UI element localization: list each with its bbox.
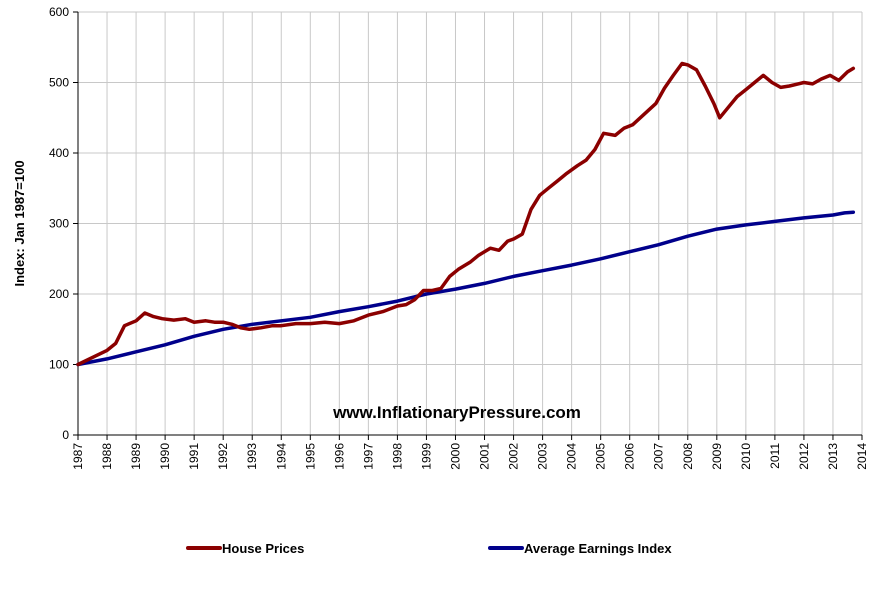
legend-label: House Prices bbox=[222, 541, 304, 556]
x-tick-label: 2001 bbox=[478, 443, 492, 470]
x-axis: 1987 1988 1989 1990 1991 1992 1993 1994 1995 1996… bbox=[71, 435, 869, 470]
x-tick-label: 2010 bbox=[739, 443, 753, 470]
x-tick-label: 2007 bbox=[652, 443, 666, 470]
x-tick-label: 2014 bbox=[855, 443, 869, 470]
x-tick-label: 2003 bbox=[536, 443, 550, 470]
x-tick-label: 1996 bbox=[332, 443, 346, 470]
x-tick-label: 2004 bbox=[565, 443, 579, 470]
y-axis: 0 100 200 300 400 500 600 bbox=[49, 5, 78, 442]
y-tick-label: 200 bbox=[49, 287, 69, 301]
x-tick-label: 1988 bbox=[100, 443, 114, 470]
x-tick-label: 2011 bbox=[768, 443, 782, 469]
x-tick-label: 1989 bbox=[129, 443, 143, 470]
grid bbox=[77, 11, 863, 436]
x-tick-label: 2013 bbox=[826, 443, 840, 470]
x-tick-label: 1991 bbox=[187, 443, 201, 470]
x-tick-label: 1999 bbox=[419, 443, 433, 470]
x-tick-label: 1995 bbox=[303, 443, 317, 470]
x-tick-label: 2009 bbox=[710, 443, 724, 470]
x-tick-label: 1994 bbox=[274, 443, 288, 470]
x-tick-label: 2006 bbox=[623, 443, 637, 470]
x-tick-label: 2008 bbox=[681, 443, 695, 470]
x-tick-label: 2002 bbox=[507, 443, 521, 470]
y-axis-title: Index: Jan 1987=100 bbox=[12, 160, 27, 286]
series-line-average-earnings-index bbox=[76, 210, 856, 367]
legend: House Prices Average Earnings Index bbox=[186, 541, 672, 556]
x-tick-label: 1992 bbox=[216, 443, 230, 470]
x-tick-label: 1997 bbox=[361, 443, 375, 470]
x-tick-label: 1987 bbox=[71, 443, 85, 470]
y-tick-label: 100 bbox=[49, 358, 69, 372]
series-line-house-prices bbox=[76, 61, 856, 367]
y-tick-label: 300 bbox=[49, 217, 69, 231]
legend-label: Average Earnings Index bbox=[524, 541, 672, 556]
x-tick-label: 2012 bbox=[797, 443, 811, 470]
x-tick-label: 2005 bbox=[594, 443, 608, 470]
x-tick-label: 2000 bbox=[448, 443, 462, 470]
x-tick-label: 1993 bbox=[245, 443, 259, 470]
x-tick-label: 1998 bbox=[390, 443, 404, 470]
y-tick-label: 400 bbox=[49, 146, 69, 160]
y-tick-label: 500 bbox=[49, 76, 69, 90]
series-layer bbox=[76, 61, 856, 367]
y-tick-label: 0 bbox=[62, 428, 69, 442]
watermark-annotation: www.InflationaryPressure.com bbox=[332, 403, 581, 422]
x-tick-label: 1990 bbox=[158, 443, 172, 470]
y-tick-label: 600 bbox=[49, 5, 69, 19]
